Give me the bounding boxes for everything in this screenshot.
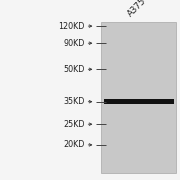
Text: A375: A375 xyxy=(126,0,148,19)
Text: 35KD: 35KD xyxy=(63,97,85,106)
Text: 120KD: 120KD xyxy=(58,22,85,31)
Text: 90KD: 90KD xyxy=(63,39,85,48)
Text: 50KD: 50KD xyxy=(63,65,85,74)
Bar xyxy=(101,22,176,173)
Text: 25KD: 25KD xyxy=(63,120,85,129)
Text: 20KD: 20KD xyxy=(63,140,85,149)
Bar xyxy=(103,99,174,104)
